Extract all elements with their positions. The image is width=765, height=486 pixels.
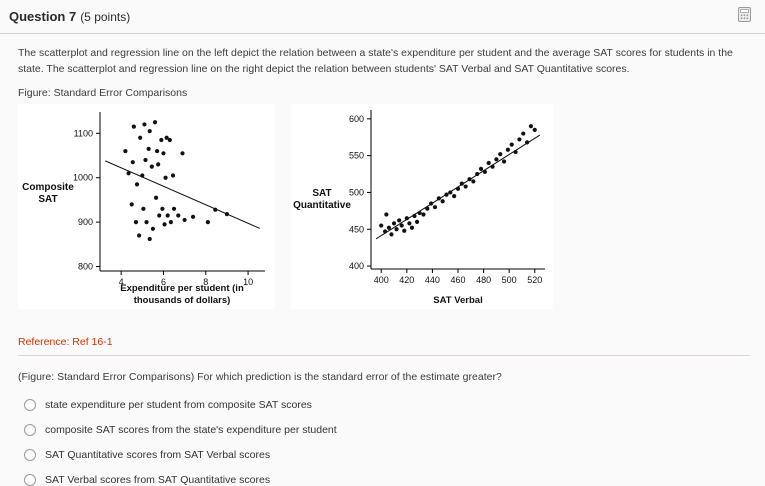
svg-text:600: 600 bbox=[349, 113, 364, 123]
radio-button[interactable] bbox=[24, 473, 36, 486]
svg-text:1000: 1000 bbox=[73, 172, 93, 182]
svg-text:550: 550 bbox=[349, 150, 364, 160]
scatterplot-expenditure-vs-sat: 800 900 1000 1100 4 6 8 10 Composite SAT Expend… bbox=[18, 103, 275, 309]
svg-text:10: 10 bbox=[243, 277, 253, 287]
question-title: Question 7 bbox=[9, 9, 77, 24]
svg-text:400: 400 bbox=[349, 261, 364, 271]
answer-option-4[interactable]: SAT Verbal scores from SAT Quantitative … bbox=[24, 473, 747, 486]
svg-text:400: 400 bbox=[374, 275, 389, 285]
scatterplot-left-plot: 800 900 1000 1100 4 6 8 10 bbox=[73, 111, 265, 287]
left-y-axis-label: Composite SAT bbox=[22, 181, 74, 206]
question-points: (5 points) bbox=[80, 10, 131, 24]
svg-text:450: 450 bbox=[349, 224, 364, 234]
svg-text:8: 8 bbox=[203, 277, 208, 287]
left-x-axis-label: Expenditure per student (in thousands of… bbox=[120, 282, 244, 307]
right-x-axis-label: SAT Verbal bbox=[433, 295, 483, 307]
reference-link[interactable]: Reference: Ref 16-1 bbox=[18, 335, 113, 348]
calculator-icon[interactable] bbox=[736, 7, 753, 22]
figure-caption: Figure: Standard Error Comparisons bbox=[18, 86, 188, 99]
svg-text:460: 460 bbox=[450, 275, 465, 285]
svg-text:420: 420 bbox=[399, 275, 414, 285]
option-label[interactable]: state expenditure per student from compo… bbox=[45, 398, 312, 411]
svg-text:500: 500 bbox=[349, 187, 364, 197]
divider bbox=[18, 354, 750, 356]
svg-text:480: 480 bbox=[476, 275, 491, 285]
radio-button[interactable] bbox=[24, 448, 36, 461]
question-body: The scatterplot and regression line on t… bbox=[0, 34, 765, 486]
answer-option-1[interactable]: state expenditure per student from compo… bbox=[24, 398, 747, 411]
question-intro-text: The scatterplot and regression line on t… bbox=[18, 47, 733, 75]
question-header: Question 7 (5 points) bbox=[0, 0, 765, 34]
radio-button[interactable] bbox=[24, 398, 36, 411]
svg-text:440: 440 bbox=[425, 275, 440, 285]
question-prompt: (Figure: Standard Error Comparisons) For… bbox=[18, 370, 502, 383]
option-label[interactable]: SAT Quantitative scores from SAT Verbal … bbox=[45, 448, 271, 461]
svg-text:900: 900 bbox=[78, 217, 93, 227]
scatterplot-right-plot: 400 450 500 550 600 400 420 440 460 480 500 520 bbox=[349, 109, 545, 285]
svg-text:500: 500 bbox=[502, 275, 517, 285]
radio-button[interactable] bbox=[24, 423, 36, 436]
svg-text:520: 520 bbox=[527, 275, 542, 285]
answer-option-3[interactable]: SAT Quantitative scores from SAT Verbal … bbox=[24, 448, 747, 461]
right-y-axis-label: SAT Quantitative bbox=[293, 187, 351, 212]
option-label[interactable]: SAT Verbal scores from SAT Quantitative … bbox=[45, 473, 271, 486]
svg-text:6: 6 bbox=[161, 277, 166, 287]
svg-text:1100: 1100 bbox=[74, 128, 93, 138]
svg-text:4: 4 bbox=[119, 277, 124, 287]
figure-images: 800 900 1000 1100 4 6 8 10 Composite SAT Expend… bbox=[18, 103, 747, 309]
scatterplot-verbal-vs-quantitative: 400 450 500 550 600 400 420 440 460 480 500 520 SAT… bbox=[291, 103, 553, 309]
svg-text:800: 800 bbox=[78, 261, 93, 271]
answer-options: state expenditure per student from compo… bbox=[18, 398, 747, 486]
answer-option-2[interactable]: composite SAT scores from the state's ex… bbox=[24, 423, 747, 436]
option-label[interactable]: composite SAT scores from the state's ex… bbox=[45, 423, 337, 436]
